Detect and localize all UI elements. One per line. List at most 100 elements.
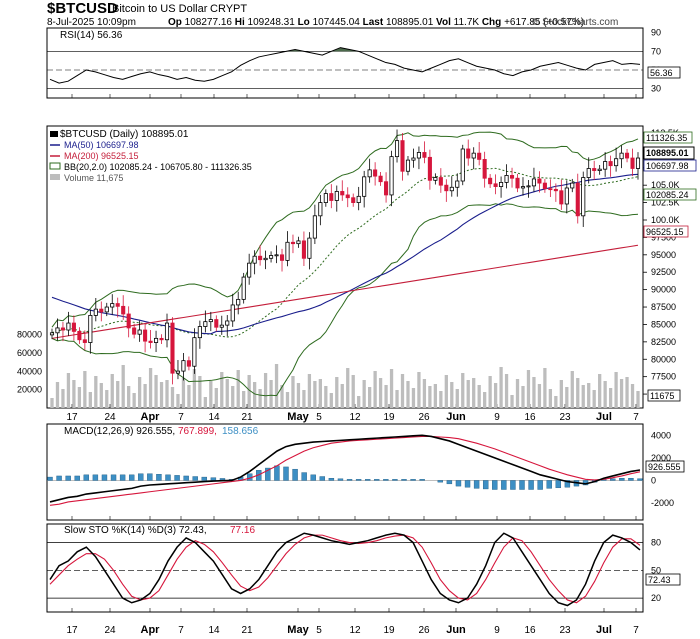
macd-hist-bar	[537, 480, 543, 490]
chart-header: $BTCUSD Bitcoin to US Dollar CRYPT 8-Jul…	[0, 0, 700, 28]
x-axis-label: 26	[418, 625, 430, 636]
macd-hist-bar	[346, 479, 353, 481]
x-axis-label: 14	[208, 412, 220, 423]
x-axis-label: 7	[633, 625, 639, 636]
volume-bar	[94, 376, 98, 408]
volume-bar	[630, 384, 635, 408]
vol-label: Vol	[436, 17, 451, 28]
macd-signal-line	[49, 435, 641, 506]
volume-bar	[170, 387, 175, 408]
macd-hist-bar	[183, 475, 189, 481]
macd-hist-bar	[419, 479, 425, 481]
svg-text:926.555: 926.555	[648, 462, 681, 472]
candle-body	[175, 370, 181, 374]
x-axis-label: 14	[208, 625, 220, 636]
volume-bar	[581, 385, 585, 408]
volume-bar	[543, 368, 547, 408]
candle-body	[356, 195, 361, 203]
macd-hist-bar	[337, 478, 344, 481]
last-label: Last	[362, 17, 384, 28]
candle-body	[49, 332, 55, 336]
copyright: © StockCharts.com	[532, 17, 619, 28]
candle-body	[345, 194, 350, 199]
candle-body	[230, 304, 235, 322]
volume-bar	[455, 389, 459, 408]
macd-hist-bar	[192, 476, 198, 481]
macd-hist-bar	[56, 475, 62, 481]
sto-d-label: 77.16	[230, 525, 255, 536]
x-axis-label: 7	[178, 625, 184, 636]
macd-hist-bar	[355, 479, 362, 481]
volume-bar	[411, 388, 416, 408]
volume-bar	[395, 390, 399, 408]
candle-body	[93, 308, 98, 316]
macd-signal-label: 767.899,	[178, 426, 217, 437]
x-axis-label: Jul	[596, 411, 612, 423]
candle-body	[351, 197, 356, 203]
volume-bar	[439, 391, 443, 408]
instrument-name: Bitcoin to US Dollar	[112, 3, 208, 15]
candle-body	[520, 186, 526, 189]
bb-lower-line	[51, 203, 639, 397]
volume-bar	[307, 374, 312, 408]
last-value: 108895.01	[385, 17, 434, 28]
volume-bar	[532, 377, 536, 408]
macd-hist-bar	[401, 479, 407, 481]
x-axis-label: 19	[383, 412, 395, 423]
x-axis-label: 16	[524, 412, 536, 423]
macd-hist-bar	[147, 473, 153, 481]
x-axis-label: 23	[559, 625, 571, 636]
candle-body	[614, 158, 619, 167]
volume-bar	[636, 391, 640, 408]
volume-bar	[357, 396, 361, 408]
candle-body	[279, 254, 285, 261]
candle-body	[635, 157, 641, 169]
volume-bar	[252, 382, 257, 408]
macd-hist-bar	[519, 480, 525, 490]
macd-hist-bar	[174, 475, 180, 481]
candle-body	[531, 178, 536, 187]
price-legend-title: $BTCUSD (Daily) 108895.01	[60, 129, 189, 140]
candle-body	[509, 175, 515, 179]
macd-histogram	[47, 465, 643, 490]
bb-legend-swatch	[49, 162, 61, 170]
rsi-tick-label: 90	[651, 28, 661, 38]
volume-tick-label: 40000	[17, 366, 42, 376]
last-price-tag: 108895.01	[643, 146, 695, 160]
macd-hist-bar	[47, 476, 53, 481]
sto-panel-frame	[46, 523, 644, 613]
volume-bar	[598, 374, 602, 408]
ma50-legend: MA(50) 106697.98	[64, 140, 139, 150]
volume-bar	[148, 368, 153, 408]
candle-body	[334, 191, 339, 201]
macd-hist-bar	[546, 480, 552, 489]
candle-body	[225, 320, 230, 326]
volume-bar	[483, 392, 487, 408]
macd-hist-bar	[528, 480, 534, 490]
macd-hist-bar	[374, 479, 380, 481]
candle-body	[329, 193, 334, 201]
volume-bar	[559, 380, 563, 408]
candle-body	[581, 177, 586, 217]
candle-body	[110, 303, 115, 308]
macd-hist-bar	[74, 475, 80, 481]
x-axis-label: 17	[66, 412, 78, 423]
open-value: 108277.16	[184, 17, 232, 28]
volume-bar	[143, 384, 147, 408]
ma200-legend: MA(200) 96525.15	[64, 151, 139, 161]
candle-body	[542, 182, 547, 190]
candle-body	[504, 175, 509, 183]
macd-hist-bar	[501, 480, 507, 490]
volume-bar	[176, 394, 180, 408]
svg-text:72.43: 72.43	[648, 575, 671, 585]
candle-body	[427, 156, 432, 181]
macd-hist-bar	[492, 480, 498, 490]
macd-hist-bar	[156, 474, 162, 481]
candle-body	[367, 169, 372, 178]
vol-value: 11.7K	[453, 17, 480, 28]
volume-bar	[99, 383, 103, 408]
volume-bar	[592, 390, 596, 408]
sto-tick-label: 50	[651, 565, 661, 575]
volume-tick-label: 20000	[17, 385, 42, 395]
